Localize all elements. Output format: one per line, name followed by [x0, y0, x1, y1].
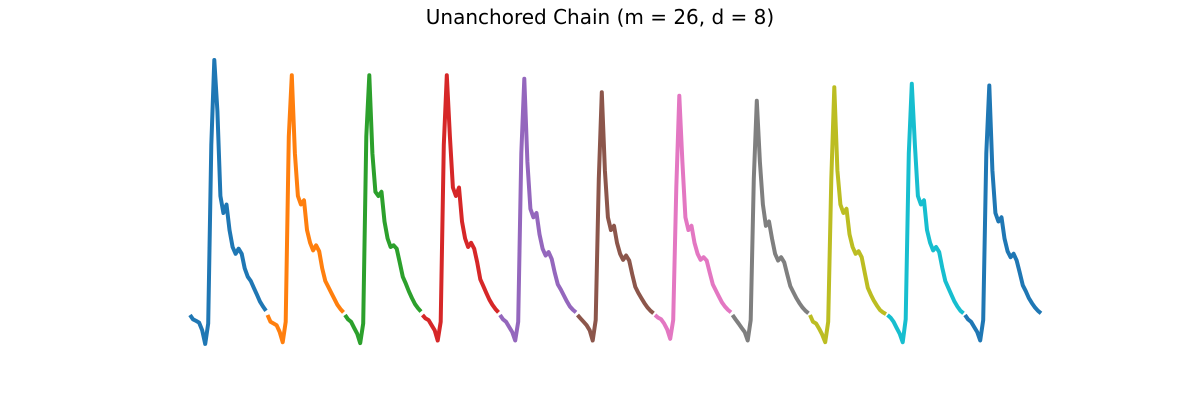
chain-subsequence-1	[188, 58, 268, 346]
chain-subsequence-4	[421, 73, 500, 343]
chain-subsequence-10	[886, 81, 965, 345]
chain-subsequence-2	[265, 73, 345, 345]
chart-title: Unanchored Chain (m = 26, d = 8)	[425, 5, 775, 29]
chain-subsequence-8	[730, 98, 810, 343]
chain-subsequence-9	[808, 85, 887, 345]
chain-subsequence-3	[343, 73, 423, 346]
chain-subsequence-11	[963, 83, 1043, 343]
chain-subsequence-6	[576, 90, 655, 343]
chain-subsequence-5	[498, 76, 578, 343]
chain-subsequence-7	[653, 93, 733, 341]
